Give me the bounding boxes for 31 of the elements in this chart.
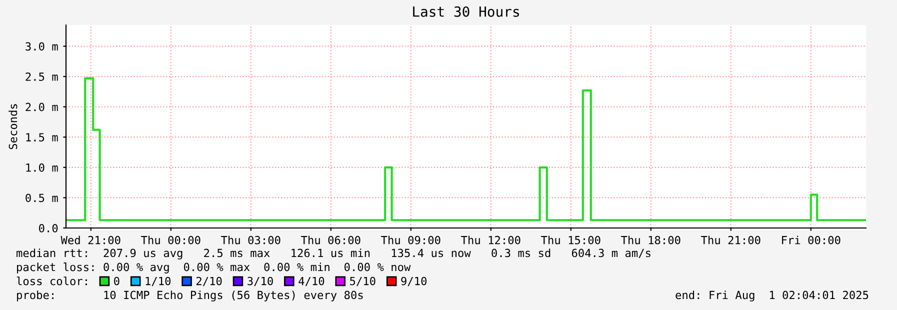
x-tick-label: Fri 00:00 xyxy=(782,236,840,244)
text: median rtt: 207.9 us avg 2.5 ms max 126.1 us min 135.4 us now 0.3 ms sd 604.3 m am/s xyxy=(16,248,650,260)
x-tick-label: Wed 21:00 xyxy=(60,236,120,244)
x-tick-label: Thu 06:00 xyxy=(301,236,360,244)
chart-title: Last 30 Hours xyxy=(413,6,519,17)
legend-title: loss color: xyxy=(16,276,87,286)
legend-label: 0 xyxy=(114,276,120,286)
y-tick-label: 1.0 m xyxy=(26,163,58,172)
text: end: Fri Aug 1 02:04:01 2025 xyxy=(676,290,868,302)
text: packet loss: 0.00 % avg 0.00 % max 0.00 % min 0.00 % now xyxy=(17,262,411,274)
y-tick-label: 2.5 m xyxy=(26,72,58,81)
legend-label: 2/10 xyxy=(196,276,222,286)
y-axis-title: Seconds xyxy=(8,104,18,150)
y-tick-label: 1.5 m xyxy=(26,133,58,142)
x-tick-label: Thu 15:00 xyxy=(541,236,600,244)
x-tick-label: Thu 12:00 xyxy=(461,236,520,244)
legend-label: 3/10 xyxy=(248,276,273,286)
legend-label: 9/10 xyxy=(401,276,427,286)
legend-label: 1/10 xyxy=(146,276,171,286)
x-tick-label: Thu 18:00 xyxy=(621,236,680,244)
text: probe: 10 ICMP Echo Pings (56 Bytes) every 80s xyxy=(17,290,363,302)
legend-label: 5/10 xyxy=(350,276,376,286)
legend-label: 4/10 xyxy=(298,276,324,286)
y-tick-label: 2.0 m xyxy=(26,102,58,112)
y-tick-label: 0.0 xyxy=(39,224,58,232)
x-tick-label: Thu 00:00 xyxy=(141,236,200,244)
x-tick-label: Thu 21:00 xyxy=(701,236,760,244)
y-tick-label: 0.5 m xyxy=(26,194,58,202)
x-tick-label: Thu 09:00 xyxy=(381,236,440,244)
y-tick-label: 3.0 m xyxy=(26,42,58,51)
x-tick-label: Thu 03:00 xyxy=(221,236,280,244)
